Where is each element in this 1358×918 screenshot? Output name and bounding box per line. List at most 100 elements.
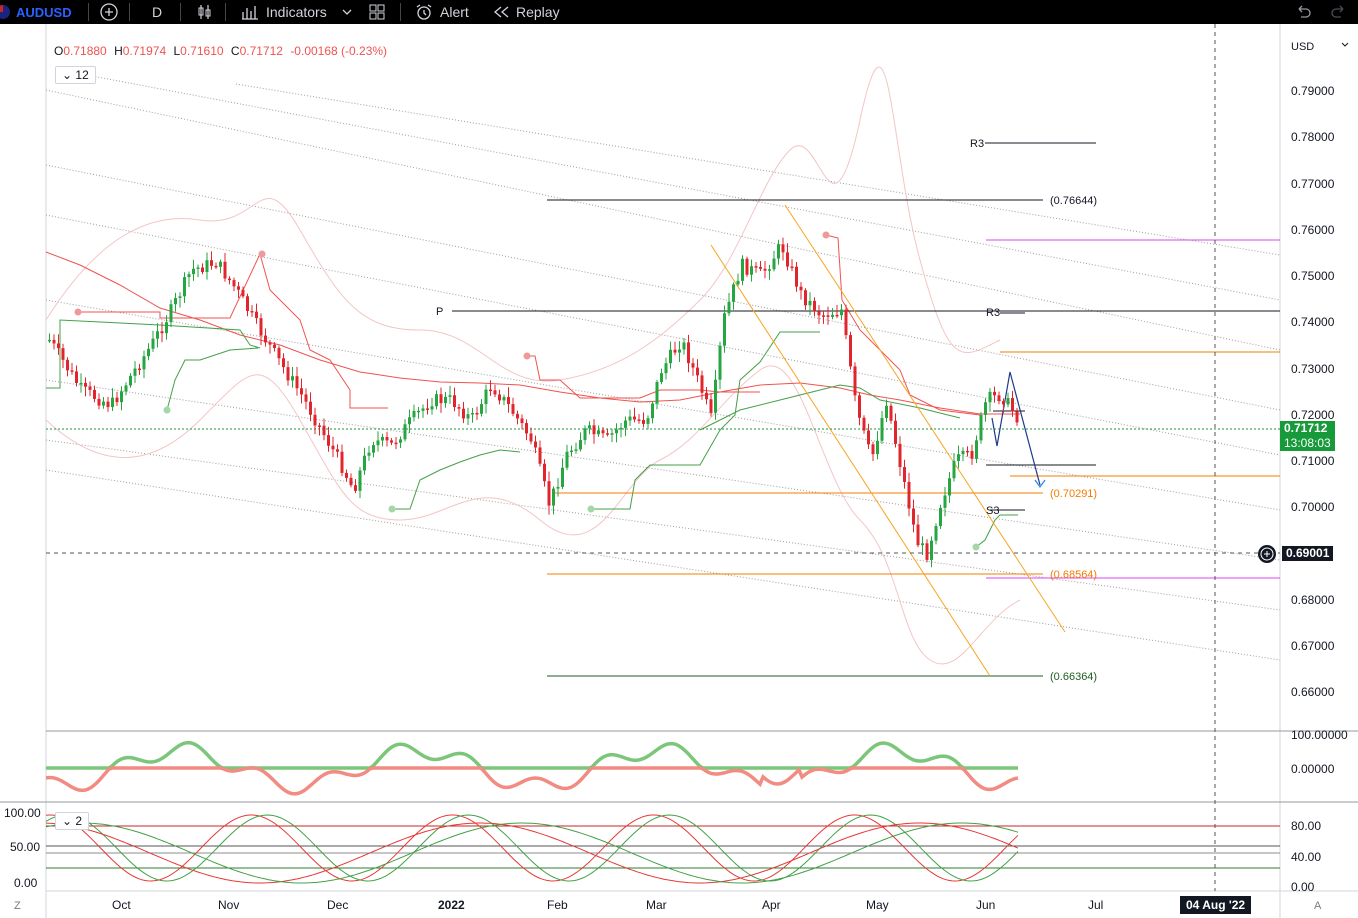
projection-arrowhead: [1034, 479, 1046, 489]
time-label: Oct: [112, 898, 131, 912]
add-symbol-button[interactable]: [99, 0, 119, 24]
candle-body: [291, 376, 294, 381]
candle-body: [786, 252, 789, 267]
candle-body: [516, 413, 519, 419]
candle-body: [156, 331, 159, 339]
candle-body: [484, 389, 488, 405]
time-label: Nov: [218, 898, 239, 912]
chart-type-button[interactable]: [196, 0, 214, 24]
candle-body: [925, 543, 929, 560]
candle-body: [867, 430, 870, 445]
candle-body: [750, 266, 753, 275]
candle-body: [619, 427, 623, 430]
candle-body: [871, 444, 875, 455]
alert-button[interactable]: Alert: [414, 0, 469, 24]
chart-canvas[interactable]: (0.76644) (0.70291) (0.68564) (0.66364) …: [0, 24, 1358, 918]
candle-body: [790, 266, 794, 269]
candle-body: [417, 410, 420, 413]
candle-body: [556, 486, 560, 489]
candle-body: [421, 408, 425, 411]
candle-body: [151, 338, 155, 349]
candle-body: [471, 412, 474, 415]
candle-body: [367, 452, 371, 456]
candle-body: [309, 401, 312, 415]
candle-body: [538, 447, 542, 464]
candle-body: [399, 439, 402, 443]
candle-body: [997, 395, 1001, 402]
redo-button[interactable]: [1330, 0, 1348, 24]
s3-label: S3: [986, 505, 999, 517]
price-tick: 0.67000: [1291, 639, 1335, 653]
candle-body: [61, 348, 65, 360]
candle-body: [952, 461, 956, 479]
add-alert-plus-button[interactable]: [1258, 545, 1276, 563]
candle-body: [255, 311, 258, 319]
candle-body: [210, 260, 213, 266]
timezone-button[interactable]: Z: [14, 900, 21, 912]
candle-body: [282, 358, 285, 368]
candle-body: [988, 391, 992, 403]
candle-body: [1015, 411, 1019, 423]
candle-body: [52, 339, 56, 344]
candle-body: [732, 284, 735, 302]
candle-body: [237, 286, 240, 290]
time-label: Feb: [547, 898, 568, 912]
undo-button[interactable]: [1294, 0, 1312, 24]
candle-body: [295, 376, 299, 389]
candle-body: [394, 442, 398, 445]
candle-body: [934, 526, 938, 541]
chevron-down-icon[interactable]: [1340, 40, 1350, 50]
candle-body: [340, 451, 344, 473]
time-label: May: [866, 898, 889, 912]
currency-label[interactable]: USD: [1291, 41, 1314, 53]
auto-scale-button[interactable]: A: [1314, 900, 1322, 912]
candle-body: [745, 258, 749, 275]
price-tick: 0.72000: [1291, 408, 1335, 422]
candle-body: [552, 488, 555, 506]
candle-body: [57, 343, 60, 349]
candle-body: [507, 397, 510, 405]
layout-button[interactable]: [368, 0, 386, 24]
red-trailing-stop: [78, 234, 981, 416]
symbol-search[interactable]: AUDUSD: [0, 0, 72, 24]
high-label: H: [114, 44, 123, 58]
candle-body: [376, 440, 380, 446]
candle-body: [115, 397, 119, 403]
indicators-collapse-toggle[interactable]: ⌄ 12: [55, 66, 96, 84]
candle-body: [322, 425, 326, 436]
close-value: 0.71712: [239, 44, 283, 58]
time-label-year: 2022: [438, 898, 465, 912]
replay-button[interactable]: Replay: [492, 0, 560, 24]
templates-dropdown[interactable]: [341, 0, 353, 24]
candle-body: [97, 398, 101, 406]
candle-body: [844, 309, 848, 336]
candle-body: [880, 418, 884, 441]
osc1-tick: 0.00000: [1291, 762, 1335, 776]
candle-body: [300, 388, 303, 395]
interval-button[interactable]: D: [152, 0, 162, 24]
osc2-right-tick: 80.00: [1291, 819, 1321, 833]
candle-body: [799, 286, 803, 291]
redo-icon: [1331, 5, 1344, 18]
candle-body: [597, 430, 600, 435]
candle-body: [457, 407, 461, 409]
candle-body: [160, 331, 164, 334]
candle-body: [106, 401, 110, 408]
candle-body: [426, 408, 429, 410]
candle-body: [714, 379, 717, 413]
crosshair-price-tag: 0.69001: [1282, 546, 1334, 561]
candle-body: [894, 420, 897, 444]
candle-body: [250, 310, 254, 313]
candle-body: [358, 470, 362, 491]
candle-body: [907, 481, 911, 509]
candle-body: [840, 309, 843, 316]
candle-body: [264, 335, 267, 343]
candle-body: [1006, 397, 1010, 405]
indicators-button[interactable]: Indicators: [240, 0, 327, 24]
candle-body: [205, 260, 209, 273]
oscillator-count: 2: [75, 814, 83, 828]
candle-body: [822, 315, 825, 317]
candle-body: [646, 418, 650, 424]
candle-body: [948, 478, 951, 496]
oscillator-collapse-toggle[interactable]: ⌄ 2: [55, 812, 90, 830]
